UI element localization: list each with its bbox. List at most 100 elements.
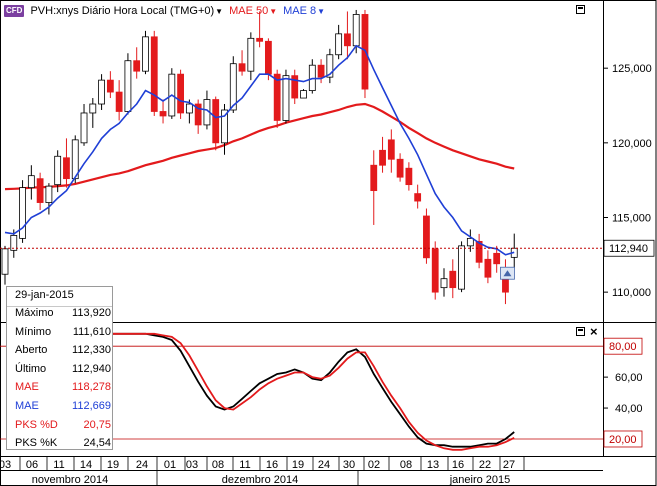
- candle-body: [27, 175, 35, 189]
- info-label: PKS %K: [15, 437, 58, 450]
- time-tick-label: 22: [479, 459, 491, 471]
- mae50-selector[interactable]: MAE 50▼: [229, 5, 277, 17]
- candle-body: [440, 278, 448, 289]
- info-label: Aberto: [15, 344, 48, 357]
- info-value: 112,330: [72, 344, 111, 357]
- candle-body: [300, 90, 307, 99]
- mae8-selector[interactable]: MAE 8▼: [283, 5, 325, 17]
- candle-body: [19, 187, 26, 239]
- close-indicator-pane-icon[interactable]: ×: [590, 324, 598, 339]
- info-row: PKS %K 24,54: [15, 437, 111, 449]
- candle-body: [106, 79, 114, 93]
- info-label: MAE: [15, 381, 39, 394]
- candle-body: [344, 33, 351, 47]
- time-tick-label: 08: [400, 459, 412, 471]
- candle-body: [45, 185, 53, 203]
- info-value: 111,610: [72, 325, 111, 338]
- info-value: 20,75: [83, 418, 111, 431]
- info-value: 113,920: [72, 307, 111, 319]
- info-label: Último: [15, 362, 47, 375]
- time-tick-label: 19: [107, 459, 119, 471]
- chevron-down-icon: ▼: [269, 7, 278, 16]
- data-window: 29-jan-2015 Máximo 113,920 Mínimo 111,610 Ab…: [6, 286, 113, 450]
- time-tick-label: 14: [80, 459, 92, 471]
- candle-body: [291, 75, 299, 99]
- candle-body: [370, 164, 378, 192]
- price-tick-label: 115,000: [612, 212, 651, 224]
- osc-level-label: 80,00: [609, 341, 637, 353]
- candle-body: [475, 240, 483, 263]
- candle-body: [71, 139, 79, 180]
- minimize-indicator-pane-icon[interactable]: [576, 327, 585, 336]
- symbol-selector[interactable]: PVH:xnys Diário Hora Local (TMG+0)▼: [30, 5, 223, 17]
- candle-body: [80, 112, 88, 144]
- info-label: Máximo: [15, 307, 54, 319]
- candle-body: [379, 149, 386, 166]
- candle-body: [142, 36, 149, 72]
- month-label: novembro 2014: [32, 474, 108, 486]
- time-tick-label: 03: [186, 459, 198, 471]
- osc-level-label: 20,00: [609, 434, 637, 446]
- candle-body: [256, 37, 264, 42]
- chevron-down-icon: ▼: [215, 7, 224, 16]
- minimize-price-pane-icon[interactable]: [576, 5, 585, 14]
- info-row: Máximo 113,920: [15, 307, 111, 319]
- candle-body: [247, 37, 255, 72]
- candle-body: [194, 103, 202, 126]
- time-tick-label: 13: [427, 459, 439, 471]
- candle-body: [54, 155, 62, 186]
- osc-level-box: [603, 430, 643, 448]
- time-tick-label: 03: [0, 459, 11, 471]
- info-row: MAE 118,278: [15, 381, 111, 393]
- candle-body: [466, 237, 474, 247]
- info-row: MAE 112,669: [15, 400, 111, 412]
- symbol-label: PVH:xnys Diário Hora Local (TMG+0): [30, 5, 215, 17]
- candle-body: [317, 64, 325, 78]
- month-label: dezembro 2014: [222, 474, 298, 486]
- time-tick-label: 24: [318, 459, 330, 471]
- candle-body: [273, 73, 281, 121]
- candle-body: [159, 111, 167, 117]
- candle-body: [115, 91, 123, 112]
- info-date: 29-jan-2015: [15, 289, 74, 301]
- info-value: 112,669: [72, 400, 111, 412]
- time-tick-label: 19: [292, 459, 304, 471]
- candle-body: [493, 252, 501, 265]
- candle-body: [431, 248, 439, 293]
- info-row: Último 112,940: [15, 363, 111, 375]
- chart-header: CFD PVH:xnys Diário Hora Local (TMG+0)▼ …: [4, 4, 325, 18]
- candle-body: [484, 258, 492, 278]
- mae8-label: MAE 8: [283, 5, 317, 17]
- candle-body: [387, 139, 395, 160]
- info-label: Mínimo: [15, 325, 52, 338]
- candle-body: [150, 36, 158, 112]
- time-tick-label: 16: [266, 459, 278, 471]
- info-label: MAE: [15, 400, 39, 412]
- mae8-line: [4, 44, 515, 256]
- time-tick-label: 11: [53, 459, 64, 471]
- candle-body: [423, 215, 430, 259]
- candle-body: [185, 103, 193, 114]
- candle-body: [229, 63, 237, 111]
- time-tick-label: 06: [26, 459, 38, 471]
- candle-body: [326, 54, 334, 78]
- candle-body: [264, 40, 272, 75]
- candle-body: [449, 270, 457, 289]
- candle-body: [89, 103, 97, 114]
- cfd-badge: CFD: [4, 5, 25, 17]
- candle-body: [282, 75, 290, 121]
- candle-body: [414, 193, 422, 202]
- candle-body: [212, 99, 220, 144]
- candle-body: [133, 60, 141, 72]
- pks-k-line: [92, 331, 515, 448]
- candle-body: [98, 79, 105, 105]
- time-tick-label: 16: [452, 459, 464, 471]
- candle-body: [10, 235, 18, 251]
- candle-body: [177, 73, 185, 114]
- info-label: PKS %D: [15, 418, 58, 431]
- trade-marker-arrow-icon: [503, 270, 512, 277]
- info-value: 24,54: [83, 437, 111, 450]
- pks-d-line: [92, 332, 515, 451]
- candle-body: [124, 60, 132, 112]
